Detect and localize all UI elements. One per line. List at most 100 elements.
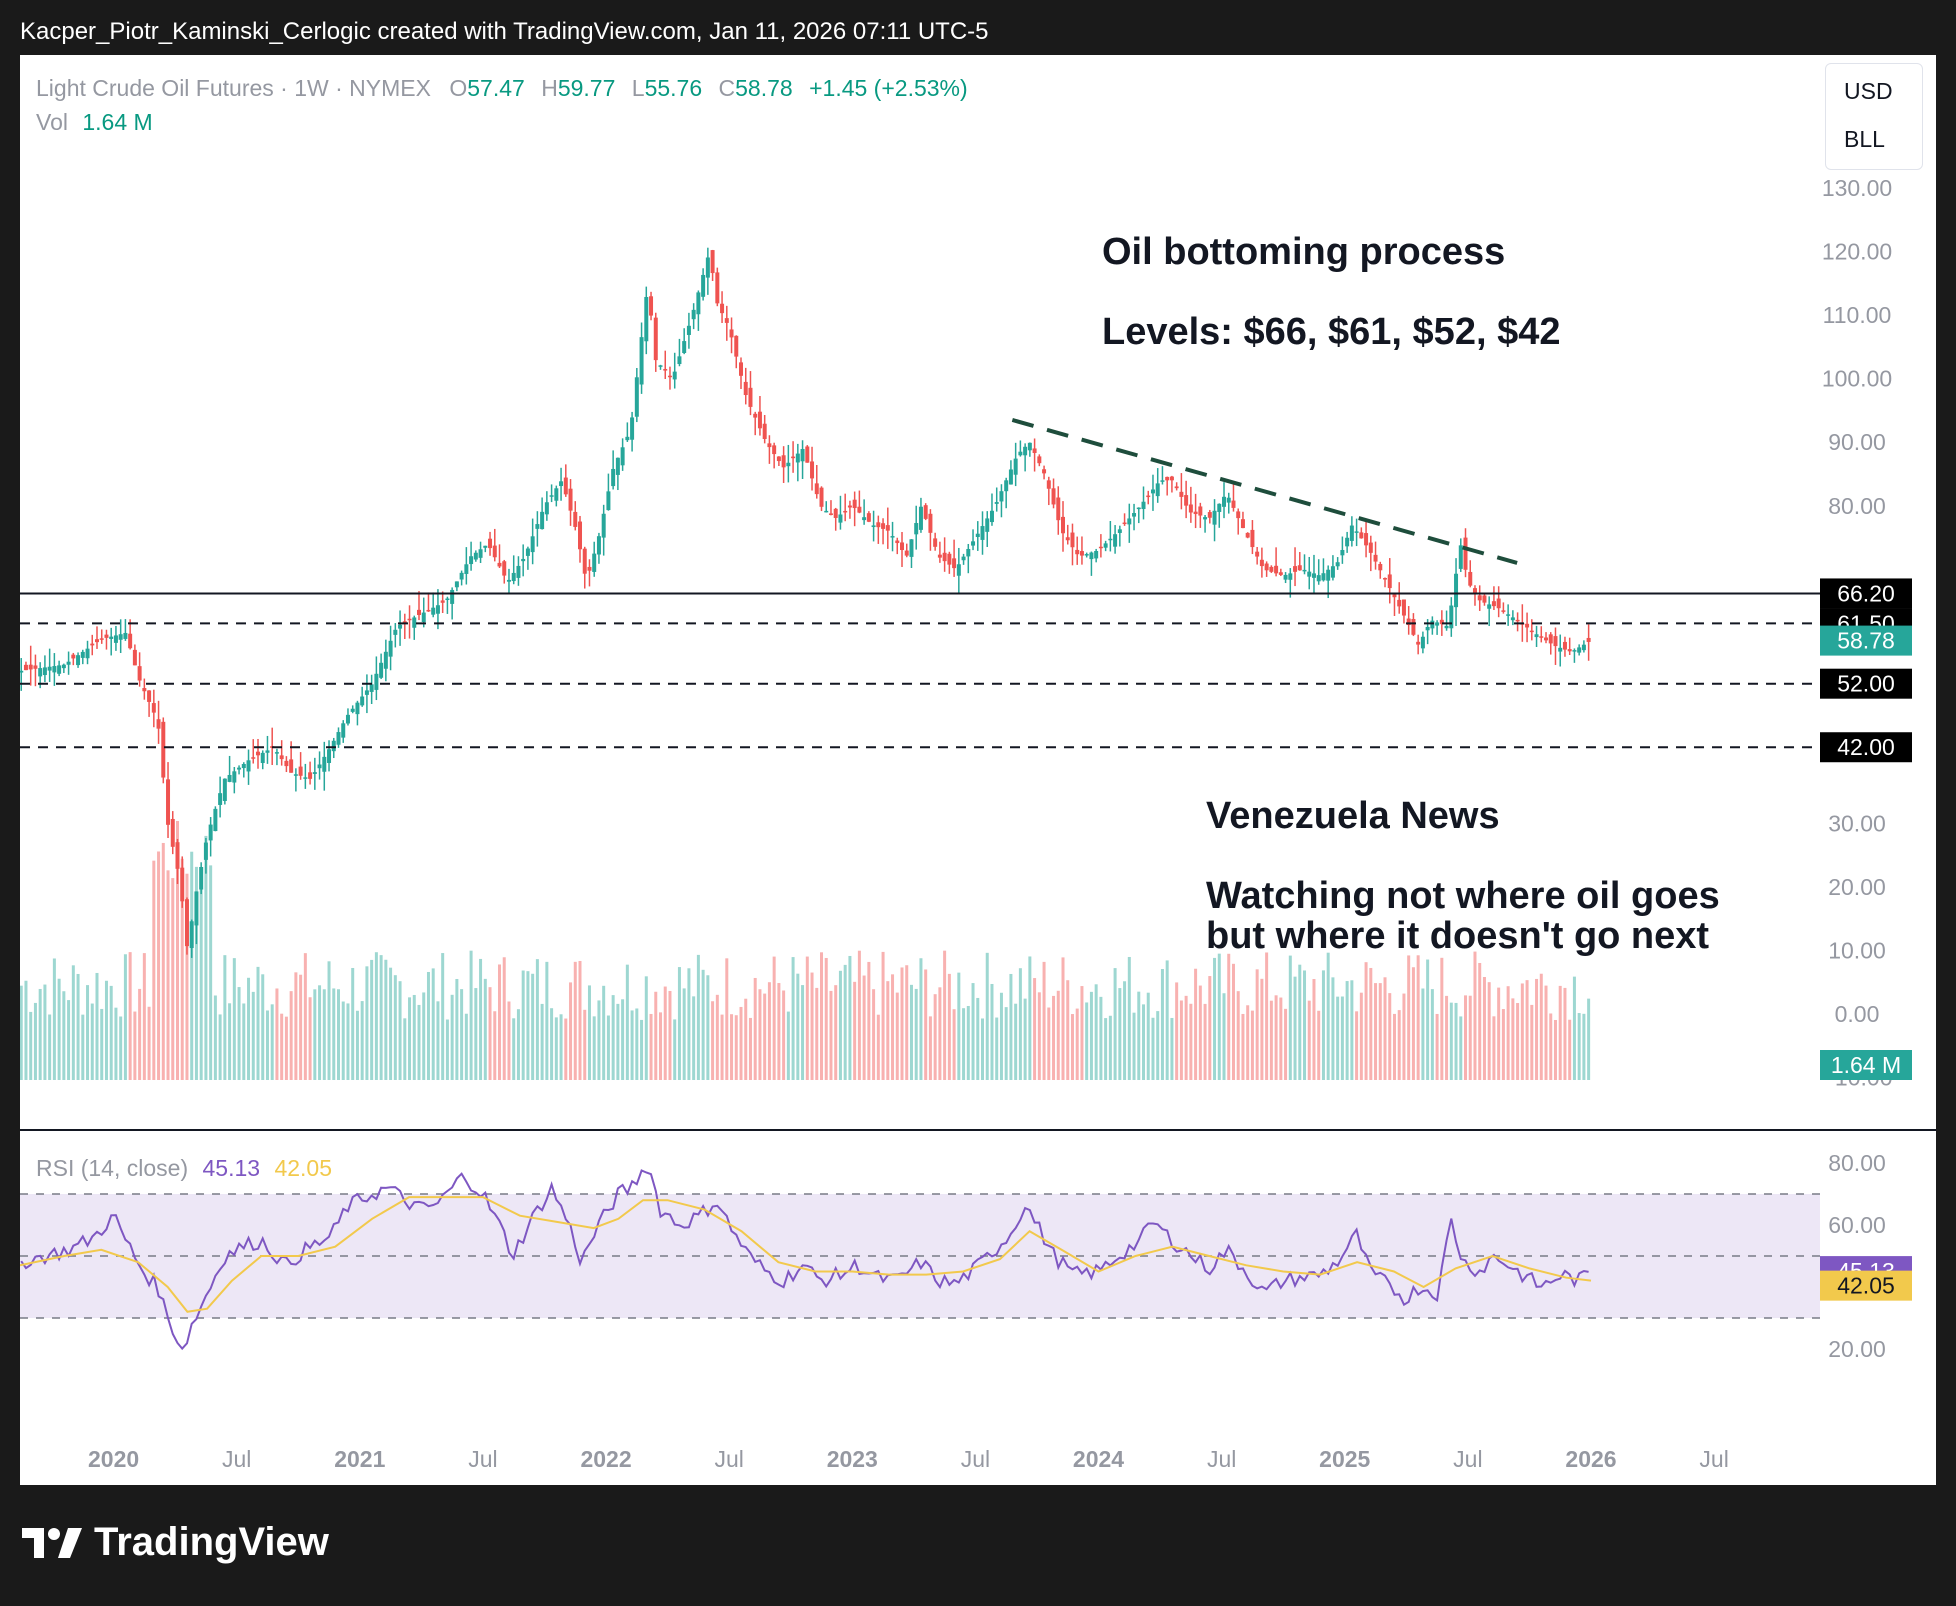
candle-body bbox=[431, 607, 436, 615]
volume-bar bbox=[100, 1008, 104, 1080]
volume-bar bbox=[1511, 998, 1515, 1080]
candle-body bbox=[317, 764, 322, 769]
candle-body bbox=[833, 508, 838, 518]
volume-bar bbox=[1014, 1003, 1018, 1080]
volume-bar bbox=[280, 1013, 284, 1080]
price-axis-tick: 10.00 bbox=[1828, 938, 1886, 964]
volume-bar bbox=[966, 1005, 970, 1080]
volume-bar bbox=[1487, 982, 1491, 1080]
volume-bar bbox=[578, 960, 582, 1080]
candle-body bbox=[1496, 598, 1501, 609]
volume-bar bbox=[583, 1009, 587, 1080]
candle-body bbox=[1373, 554, 1378, 562]
level-label: 42.00 bbox=[1837, 734, 1895, 760]
candle-body bbox=[639, 337, 644, 385]
volume-bar bbox=[900, 967, 904, 1080]
volume-bar bbox=[1577, 1013, 1581, 1080]
volume-bar bbox=[1293, 976, 1297, 1080]
volume-bar bbox=[1198, 985, 1202, 1080]
volume-bar bbox=[758, 989, 762, 1080]
candle-body bbox=[630, 417, 635, 440]
candle-body bbox=[1387, 574, 1392, 589]
candle-body bbox=[596, 536, 601, 555]
candle-body bbox=[374, 673, 379, 690]
volume-bar bbox=[142, 953, 146, 1080]
annotation-watching-line1: Watching not where oil goes bbox=[1206, 875, 1720, 917]
time-axis-tick: Jul bbox=[714, 1446, 743, 1472]
volume-bar bbox=[1516, 1003, 1520, 1080]
volume-bar bbox=[166, 870, 170, 1080]
price-legend: Light Crude Oil Futures · 1W · NYMEX O57… bbox=[36, 75, 968, 102]
candle-body bbox=[691, 309, 696, 320]
price-axis-tick: 20.00 bbox=[1828, 874, 1886, 900]
volume-bar bbox=[1407, 955, 1411, 1080]
volume-bar bbox=[862, 975, 866, 1080]
candle-body bbox=[71, 654, 76, 659]
candle-body bbox=[38, 668, 43, 677]
volume-bar bbox=[597, 1000, 601, 1080]
candle-body bbox=[450, 589, 455, 604]
volume-bar bbox=[919, 958, 923, 1080]
candle-body bbox=[644, 296, 649, 342]
candle-body bbox=[1264, 563, 1269, 571]
candle-body bbox=[350, 708, 355, 712]
candle-body bbox=[1217, 503, 1222, 512]
candle-body bbox=[1070, 532, 1075, 548]
candle-body bbox=[1193, 511, 1198, 515]
candle-body bbox=[563, 477, 568, 495]
volume-bar bbox=[86, 985, 90, 1080]
volume-bar bbox=[194, 866, 198, 1080]
candle-body bbox=[393, 629, 398, 635]
volume-bar bbox=[33, 1002, 37, 1080]
candle-body bbox=[1311, 573, 1316, 578]
volume-bar bbox=[673, 1019, 677, 1080]
volume-bar bbox=[739, 1006, 743, 1080]
volume-bar bbox=[1369, 967, 1373, 1080]
candle-body bbox=[857, 506, 862, 513]
candle-body bbox=[265, 750, 270, 753]
candle-body bbox=[1051, 488, 1056, 505]
currency-label[interactable]: USD bbox=[1844, 78, 1893, 104]
volume-bar bbox=[1018, 968, 1022, 1080]
candle-body bbox=[1430, 620, 1435, 629]
volume-bar bbox=[696, 954, 700, 1080]
candle-body bbox=[620, 447, 625, 466]
candle-body bbox=[180, 867, 185, 902]
candle-body bbox=[398, 624, 403, 629]
candle-body bbox=[653, 317, 658, 361]
candle-body bbox=[1169, 476, 1174, 481]
candle-body bbox=[255, 751, 260, 756]
volume-bar bbox=[313, 989, 317, 1080]
candle-body bbox=[1435, 622, 1440, 626]
candle-body bbox=[573, 511, 578, 527]
chart-canvas[interactable]: 130.00 120.00 110.00 100.00 90.00 80.00 30.00 2… bbox=[20, 55, 1936, 1485]
candle-body bbox=[1013, 458, 1018, 475]
volume-bar bbox=[498, 964, 502, 1080]
volume-bar bbox=[1388, 993, 1392, 1080]
volume-bar bbox=[1383, 977, 1387, 1080]
candle-body bbox=[1581, 644, 1586, 651]
rsi-label[interactable]: RSI (14, close) bbox=[36, 1155, 189, 1181]
candle-body bbox=[1302, 569, 1307, 572]
volume-bar bbox=[1056, 990, 1060, 1080]
candle-body bbox=[1226, 497, 1231, 503]
unit-label[interactable]: BLL bbox=[1844, 126, 1885, 152]
symbol-label[interactable]: Light Crude Oil Futures · 1W · NYMEX bbox=[36, 75, 431, 101]
candle-body bbox=[1406, 618, 1411, 626]
candle-body bbox=[1510, 617, 1515, 621]
candle-body bbox=[1212, 510, 1217, 525]
volume-bar bbox=[1411, 967, 1415, 1080]
candle-body bbox=[521, 558, 526, 562]
candle-body bbox=[1117, 529, 1122, 533]
candle-body bbox=[1454, 573, 1459, 608]
candle-body bbox=[677, 356, 682, 365]
volume-bar bbox=[602, 985, 606, 1080]
candle-body bbox=[1122, 522, 1127, 525]
unit-selector[interactable]: USD BLL bbox=[1825, 63, 1923, 170]
candle-body bbox=[772, 445, 777, 455]
chart-frame[interactable]: 130.00 120.00 110.00 100.00 90.00 80.00 30.00 2… bbox=[20, 55, 1936, 1485]
rsi-ma-label: 42.05 bbox=[1837, 1273, 1895, 1299]
volume-bar bbox=[867, 961, 871, 1080]
candle-body bbox=[980, 526, 985, 540]
volume-bar bbox=[1269, 1000, 1273, 1080]
